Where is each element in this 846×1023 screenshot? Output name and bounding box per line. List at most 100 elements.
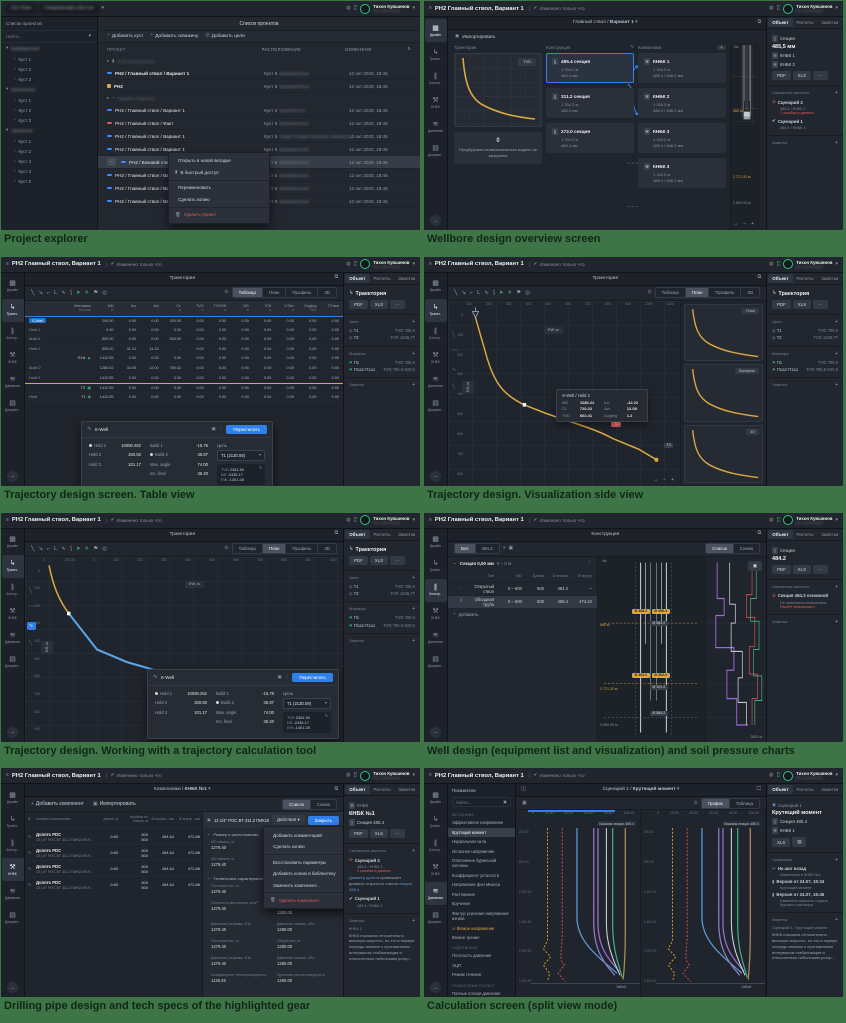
version-item[interactable]: ↩ На шаг назад Изменения в КНБК №1 — [772, 865, 821, 878]
col-changed[interactable]: ИЗМЕНЕНО — [345, 47, 372, 52]
tab-object[interactable]: Объект — [345, 273, 370, 283]
rail-item[interactable]: ▦ Дизайн — [429, 791, 442, 804]
calc-field[interactable]: Build 2 36.87 — [150, 452, 208, 457]
calc-field[interactable]: Build 2 36.87 — [216, 700, 274, 705]
section-recent[interactable]: ▸ ◔ Недавно открытые — [107, 95, 155, 101]
tab-notes[interactable]: Заметки — [398, 531, 416, 537]
metric-item[interactable]: Крутящий момент — [448, 827, 515, 838]
expand-panel-icon[interactable]: ⧉ — [757, 275, 761, 281]
col-location[interactable]: РАСПОЛОЖЕНИЕ — [261, 47, 302, 52]
metric-item[interactable]: Нормальная сила — [452, 839, 487, 845]
column-header[interactable]: EW м — [265, 304, 272, 313]
view-profile[interactable]: Профиль — [286, 288, 319, 298]
rail-item[interactable]: ≋ Давления — [428, 632, 443, 644]
tab-notes[interactable]: Заметки — [821, 20, 839, 25]
add-button[interactable]: + Добавить куст — [107, 33, 144, 39]
apps-grid-icon[interactable]: ⣿ — [776, 260, 781, 267]
segment-tool-icon[interactable]: ◎ — [102, 545, 107, 552]
scenario-1[interactable]: ✔ Сценарий 1 — [772, 118, 803, 124]
target-item[interactable]: ◎ T1 TVD 785.5 — [349, 583, 415, 589]
pdf-button[interactable]: PDF — [772, 299, 791, 309]
tab-object[interactable]: Объект — [768, 785, 793, 795]
rail-item[interactable]: ∥ Констр.. — [429, 72, 442, 85]
menu-icon[interactable]: ≡ — [6, 516, 9, 523]
apps-grid-icon[interactable]: ⣿ — [776, 516, 781, 523]
context-menu-item[interactable]: Добавить комментарий — [273, 832, 322, 838]
more-button[interactable]: ··· — [813, 564, 828, 574]
tab-object[interactable]: Объект — [345, 785, 370, 795]
marker-item[interactable]: ⚑ П1а2-П1а1 TVD 785.5-920.5 — [772, 367, 838, 373]
segment-tool-icon[interactable]: ◎ — [102, 289, 107, 296]
menu-icon[interactable]: ≡ — [429, 772, 432, 779]
view-graph[interactable]: График — [701, 798, 730, 808]
metric-item[interactable]: Вязкое напряжение — [448, 923, 515, 932]
target-marker-t2[interactable]: Т2 — [611, 420, 622, 427]
target-item[interactable]: ◎ T2 TVD 1345.77 — [349, 335, 415, 341]
pin-icon[interactable]: ▣ — [211, 425, 216, 431]
rail-item[interactable]: ⚒ КНБК — [431, 96, 440, 109]
segment-tool-icon[interactable]: ⌐ — [46, 545, 51, 552]
segment-tool-icon[interactable]: ⌐ — [469, 289, 474, 296]
apps-grid-icon[interactable]: ⣿ — [353, 5, 358, 11]
notifications-icon[interactable]: ◍ — [769, 772, 774, 779]
calc-field[interactable]: Hold 2 250.50 — [155, 700, 207, 705]
visibility-icon[interactable]: ⊙ — [224, 545, 229, 551]
actions-button[interactable]: Действия ▾ — [271, 815, 305, 826]
metric-item[interactable]: Коэффициент усталости — [452, 872, 500, 878]
rail-item[interactable]: ⚒ КНБК — [431, 863, 440, 876]
context-menu-item[interactable]: 🗑 Удалить проект — [175, 211, 217, 218]
equipment-row[interactable]: ◌ Открытый ствол 0 – 500 500 484.2– — [448, 581, 597, 595]
add-calc-button[interactable]: + — [835, 90, 838, 96]
rail-item[interactable]: ∥ Констр.. — [6, 584, 19, 596]
pressure-chart[interactable]: ▣ 3800 м — [706, 556, 766, 742]
add-calc-button[interactable]: + — [412, 848, 415, 855]
rail-item[interactable]: ▤ Докумен.. — [5, 911, 20, 924]
diameter-chip[interactable]: Ø 584.2 — [650, 620, 668, 626]
column-header[interactable]: CL м — [176, 304, 182, 313]
tab-calcs[interactable]: Расчеты — [796, 531, 814, 537]
menu-icon[interactable]: ≡ — [429, 5, 432, 11]
plan-chart[interactable]: 0 -150.00 0 100 200 300 400 500 600 700 800 900 1000… — [25, 556, 343, 742]
apps-grid-icon[interactable]: ⣿ — [353, 772, 358, 779]
tab-notes[interactable]: Заметки — [398, 275, 416, 281]
rail-item[interactable]: ▤ Докумен.. — [428, 400, 443, 413]
column-header[interactable]: Интервал Template — [73, 304, 91, 313]
rail-item[interactable]: ⚒ КНБК — [8, 352, 17, 365]
calc-field[interactable]: Hold 3 101.17 — [155, 709, 207, 715]
section-card[interactable]: ▯ 311.2 секция 1 334.2 м 485.4 мм — [546, 88, 634, 118]
tab-object[interactable]: Объект — [768, 18, 793, 27]
segment-tool-icon[interactable]: ⚑ — [516, 289, 522, 296]
target-item[interactable]: ◎ T1 TVD 785.5 — [772, 327, 838, 333]
apps-grid-icon[interactable]: ⣿ — [353, 260, 358, 267]
section-quick-access[interactable]: ▸ ▮ В быстром доступе — [107, 58, 156, 64]
segment-tool-icon[interactable]: ✈ — [507, 289, 513, 296]
segment-tool-icon[interactable]: ✈ — [84, 545, 90, 552]
pdf-button[interactable]: PDF — [349, 555, 368, 565]
segment-tool-icon[interactable]: ∿ — [61, 289, 66, 296]
apps-grid-icon[interactable]: ⣿ — [776, 772, 781, 779]
marker-item[interactable]: ⚑ П1 TVD 785.5 — [349, 359, 415, 365]
menu-icon[interactable]: ≡ — [429, 260, 432, 267]
add-section-button[interactable]: + — [502, 545, 506, 551]
bha-card[interactable]: ⚒ КНБК 2 1 334.0 м 485.4 / 468.2 мм — [638, 88, 726, 118]
rail-item[interactable]: ▦ Дизайн — [429, 536, 442, 548]
section-card[interactable]: ▯ 485.4 секция 1 334.2 м 485.4 мм — [546, 53, 634, 83]
filter-icon[interactable]: ▼ — [87, 33, 92, 39]
segment-tool-icon[interactable]: ∿ — [61, 545, 66, 552]
calc-field[interactable]: Hold 3 101.17 — [89, 461, 141, 467]
view-table[interactable]: Таблица — [232, 288, 263, 298]
column-header[interactable]: MD м — [107, 304, 114, 313]
avatar[interactable] — [360, 515, 371, 525]
view-preview-card[interactable]: Профиль — [684, 364, 763, 423]
kebab-icon[interactable]: ⋮ — [218, 425, 224, 431]
kebab-icon[interactable]: ⋮ — [284, 673, 290, 679]
workspace-switcher[interactable]: Газпромнефть-Восток — [39, 3, 99, 14]
trajectory-row[interactable]: Build 2 1280.02 33.05 12.00 780.02 0.00 0.00… — [25, 363, 343, 374]
context-menu-item[interactable]: ▮ В быстрый доступ — [175, 169, 219, 175]
view-schema[interactable]: Схема — [316, 801, 330, 807]
zoom-controls[interactable]: ↔ − + — [653, 476, 674, 483]
tab-object[interactable]: Объект — [768, 529, 793, 539]
tree-item-kust[interactable]: › Куст 2 — [14, 106, 32, 113]
view-plan[interactable]: План — [262, 544, 287, 553]
bha-card[interactable]: ⚒ КНБК 3 1 334.0 м 485.4 / 468.2 мм — [638, 123, 726, 153]
